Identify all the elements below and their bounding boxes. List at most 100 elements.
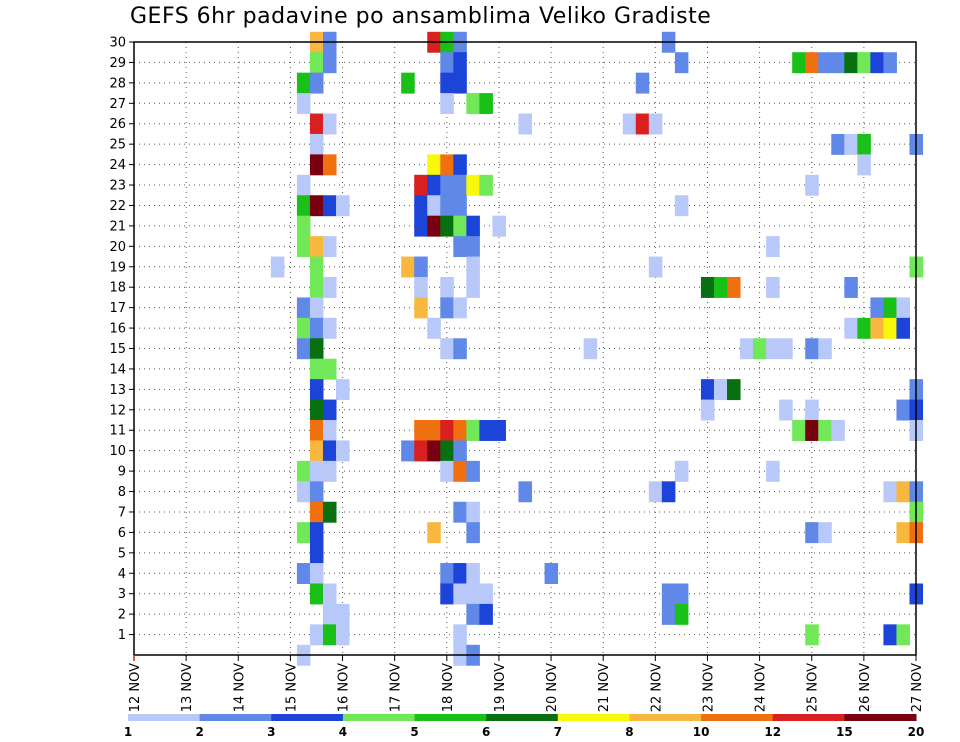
colorbar-swatch xyxy=(629,714,702,721)
heatmap-cell xyxy=(674,460,689,482)
heatmap-cell xyxy=(309,276,324,298)
heatmap-cell xyxy=(622,113,637,135)
colorbar-label: 12 xyxy=(764,725,781,739)
heatmap-cell xyxy=(322,154,337,176)
y-tick-label: 9 xyxy=(118,465,126,480)
heatmap-cell xyxy=(805,420,819,441)
colorbar-label: 15 xyxy=(836,725,853,739)
y-tick-label: 11 xyxy=(109,424,126,439)
y-tick-label: 12 xyxy=(109,403,126,418)
heatmap-cell xyxy=(831,420,845,441)
heatmap-cell xyxy=(309,113,324,135)
y-tick-label: 17 xyxy=(109,301,126,316)
heatmap-cell xyxy=(414,215,428,237)
heatmap-cell xyxy=(883,481,897,503)
heatmap-cell xyxy=(322,460,337,482)
heatmap-cell xyxy=(296,522,311,544)
heatmap-cell xyxy=(309,420,324,441)
heatmap-cell xyxy=(440,174,454,196)
heatmap-cell xyxy=(805,399,819,421)
x-tick-label: 25 NOV xyxy=(806,663,821,712)
y-tick-label: 6 xyxy=(118,526,126,541)
heatmap-cell xyxy=(322,236,337,258)
heatmap-cell xyxy=(427,215,441,237)
x-tick-label: 17 NOV xyxy=(389,663,404,712)
heatmap-cell xyxy=(896,481,910,503)
heatmap-cell xyxy=(453,624,467,646)
heatmap-cell xyxy=(309,501,324,523)
heatmap-cell xyxy=(427,522,441,544)
heatmap-cell xyxy=(648,256,663,278)
heatmap-cell xyxy=(296,215,311,237)
heatmap-cell xyxy=(401,72,415,94)
heatmap-cell xyxy=(309,399,324,421)
colorbar-swatch xyxy=(271,714,344,721)
heatmap-cell xyxy=(414,174,428,196)
y-tick-label: 14 xyxy=(109,362,126,377)
heatmap-cell xyxy=(648,481,663,503)
x-tick-label: 12 NOV xyxy=(128,663,143,712)
heatmap-cell xyxy=(479,583,493,605)
heatmap-cell xyxy=(818,420,832,441)
heatmap-cell xyxy=(440,93,454,115)
heatmap-cell xyxy=(440,195,454,217)
heatmap-cell xyxy=(844,276,858,298)
heatmap-cell xyxy=(479,420,493,441)
heatmap-cell xyxy=(427,440,441,462)
heatmap-cell xyxy=(870,297,884,319)
x-tick-label: 18 NOV xyxy=(441,663,456,712)
heatmap-cell xyxy=(453,420,467,441)
y-tick-label: 24 xyxy=(109,158,126,173)
heatmap-cell xyxy=(309,154,324,176)
y-tick-label: 30 xyxy=(109,36,126,51)
heatmap-cell xyxy=(883,297,897,319)
heatmap-cell xyxy=(336,379,350,401)
heatmap-cell xyxy=(296,481,311,503)
heatmap-cell xyxy=(818,522,832,544)
heatmap-cell xyxy=(427,174,441,196)
y-tick-label: 8 xyxy=(118,485,126,500)
heatmap-cell xyxy=(309,563,324,584)
heatmap-cell xyxy=(322,276,337,298)
heatmap-cell xyxy=(479,603,493,625)
heatmap-cell xyxy=(322,603,337,625)
y-tick-label: 29 xyxy=(109,56,126,71)
y-tick-label: 19 xyxy=(109,260,126,275)
heatmap-cell xyxy=(296,93,311,115)
heatmap-cell xyxy=(805,52,819,74)
heatmap-cell xyxy=(309,52,324,74)
heatmap-cell xyxy=(309,297,324,319)
x-tick-label: 26 NOV xyxy=(858,663,873,712)
heatmap-cell xyxy=(440,583,454,605)
heatmap-cell xyxy=(453,236,467,258)
x-tick-label: 19 NOV xyxy=(493,663,508,712)
heatmap-cell xyxy=(414,420,428,441)
heatmap-cell xyxy=(648,113,663,135)
heatmap-cell xyxy=(440,420,454,441)
heatmap-cell xyxy=(322,358,337,380)
heatmap-cell xyxy=(453,154,467,176)
heatmap-cell xyxy=(492,420,506,441)
heatmap-cell xyxy=(414,440,428,462)
heatmap-cell xyxy=(896,317,910,339)
y-tick-label: 23 xyxy=(109,179,126,194)
heatmap-cell xyxy=(857,317,871,339)
heatmap-cell xyxy=(831,52,845,74)
chart-title: GEFS 6hr padavine po ansamblima Veliko G… xyxy=(130,4,712,29)
heatmap-cell xyxy=(583,338,598,360)
heatmap-cell xyxy=(466,236,480,258)
heatmap-cell xyxy=(414,276,428,298)
heatmap-cell xyxy=(635,72,650,94)
colorbar-swatch xyxy=(701,714,774,721)
heatmap-cell xyxy=(336,440,350,462)
heatmap-cell xyxy=(453,501,467,523)
x-tick-label: 13 NOV xyxy=(180,663,195,712)
heatmap-cell xyxy=(674,195,689,217)
heatmap-cell xyxy=(896,399,910,421)
heatmap-cell xyxy=(453,72,467,94)
heatmap-cell xyxy=(453,195,467,217)
colorbar-swatch xyxy=(557,714,630,721)
grid-lines xyxy=(134,41,916,655)
heatmap-cell xyxy=(296,460,311,482)
heatmap-cell xyxy=(427,195,441,217)
